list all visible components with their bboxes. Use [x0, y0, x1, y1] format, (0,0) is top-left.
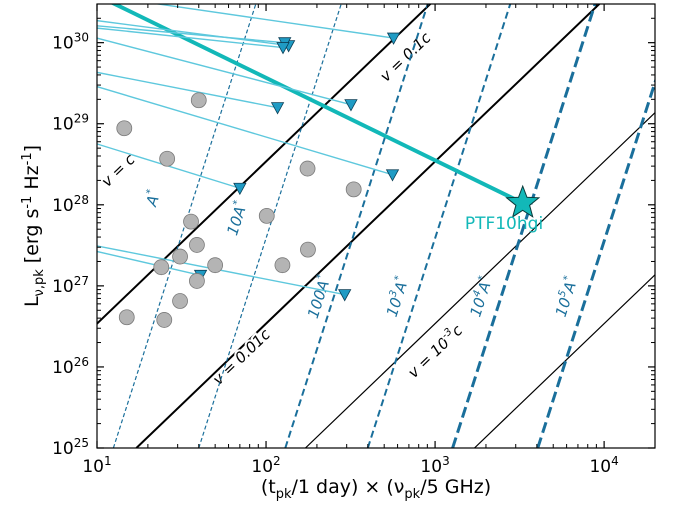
detection-point: [345, 181, 362, 198]
density-line-label: 105​A*​: [551, 274, 582, 319]
y-tick-label: 1029​: [52, 112, 89, 135]
upper-limit-marker: [344, 99, 358, 112]
ptf10hgi-track: [110, 4, 524, 205]
upper-limit-track: [97, 27, 284, 49]
upper-limit-marker: [385, 169, 400, 182]
velocity-line: [305, 111, 655, 448]
density-line: [284, 4, 429, 448]
upper-limit-marker: [338, 289, 352, 302]
velocity-line-label: v = 0.01c: [209, 325, 274, 389]
detection-point: [116, 120, 133, 137]
density-line-label: A*​: [141, 188, 164, 209]
y-tick-label: 1026​: [52, 355, 89, 378]
detection-point: [172, 248, 188, 265]
detection-point: [183, 213, 199, 230]
y-axis-label: Lν,pk​ [erg s-1​ Hz-1​]: [20, 145, 47, 307]
density-line-label: 103​A*​: [382, 274, 413, 319]
detection-point: [156, 312, 173, 328]
detection-point: [118, 309, 135, 326]
upper-limit-track: [97, 85, 393, 176]
detection-point: [189, 237, 205, 253]
upper-limit-marker: [233, 182, 247, 196]
detection-point: [299, 160, 316, 177]
upper-limit-track: [97, 143, 241, 189]
detection-point: [207, 257, 224, 274]
velocity-line: [474, 274, 655, 448]
y-tick-label: 1027​: [52, 274, 89, 297]
detection-point: [189, 273, 205, 289]
density-line: [451, 4, 597, 448]
density-line: [366, 4, 512, 448]
density-line-label: 100A*​: [303, 273, 335, 321]
density-line: [112, 4, 257, 448]
upper-limit-marker: [270, 102, 285, 115]
upper-limit-track: [97, 245, 345, 296]
velocity-line: [97, 4, 432, 326]
detection-point: [153, 259, 170, 276]
x-tick-label: 103​: [420, 454, 449, 477]
density-line: [536, 77, 655, 448]
upper-limit-marker: [386, 32, 401, 45]
ptf10hgi-star-marker: [505, 184, 541, 218]
upper-limit-marker: [276, 42, 290, 55]
density-line-label: 10A*​: [222, 199, 251, 238]
plot-frame: [96, 3, 656, 449]
velocity-line-label: v = 10-3​c: [404, 320, 467, 382]
density-line-label: 104​A*​: [465, 274, 496, 319]
detection-point: [258, 207, 275, 224]
x-tick-label: 104​: [589, 454, 618, 477]
x-tick-label: 101​: [82, 454, 111, 477]
upper-limit-track: [97, 37, 352, 106]
detection-point: [190, 92, 207, 109]
ptf10hgi-label: PTF10hgi: [465, 214, 543, 234]
y-tick-label: 1025​: [52, 436, 89, 459]
velocity-line-label: v = c: [98, 150, 139, 191]
detection-point: [172, 293, 188, 309]
y-tick-label: 1030​: [52, 31, 89, 54]
detection-point: [159, 150, 176, 167]
y-tick-label: 1028​: [52, 193, 89, 216]
x-tick-label: 102​: [251, 454, 280, 477]
detection-point: [274, 257, 291, 274]
upper-limit-track: [97, 25, 285, 44]
upper-limit-track: [97, 71, 278, 109]
velocity-line: [135, 4, 601, 448]
axis-ticks: 101​ 102​ 103​ 104​ 1025​ 1026​ 1027​ 1028​ 1029…: [52, 4, 656, 477]
density-line: [198, 4, 342, 448]
upper-limit-track: [153, 4, 394, 39]
x-axis-label: (tpk​/1 day) × (νpk​/5 GHz): [261, 476, 491, 502]
detection-point: [300, 241, 316, 258]
